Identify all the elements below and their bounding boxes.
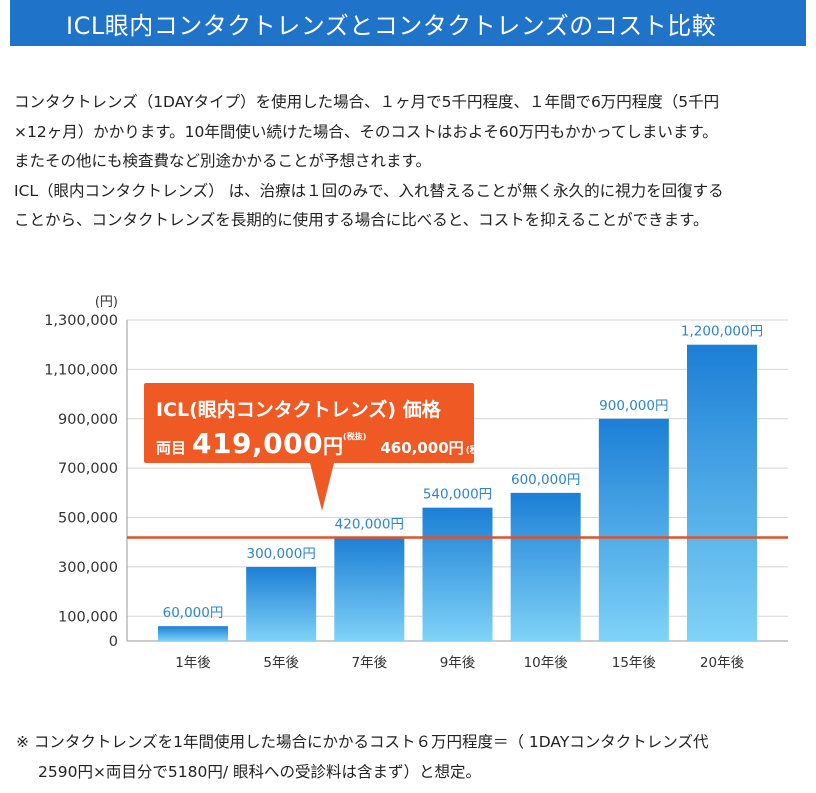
intro-line: またその他にも検査費など別途かかることが予想されます。 (14, 152, 431, 170)
intro-text: コンタクトレンズ（1DAYタイプ）を使用した場合、１ヶ月で5千円程度、１年間で6… (14, 88, 804, 236)
callout-title: ICL(眼内コンタクトレンズ) 価格 (156, 399, 441, 421)
page-header: ICL眼内コンタクトレンズとコンタクトレンズのコスト比較 (10, 0, 806, 46)
callout-price-row: 両目 419,000 円 (税抜) 460,000円 (税込) (156, 427, 492, 460)
bar (598, 418, 669, 641)
x-category-label: 7年後 (352, 655, 388, 671)
page-title: ICL眼内コンタクトレンズとコンタクトレンズのコスト比較 (66, 11, 717, 40)
bar (246, 566, 317, 641)
callout-pointer (310, 463, 334, 511)
y-tick-label: 1,300,000 (44, 313, 118, 329)
bar (510, 492, 581, 641)
y-tick-label: 0 (109, 634, 118, 650)
bar-value-label: 420,000円 (335, 516, 404, 532)
cost-chart: (円) 0 100,000 300,000 500,000 700,000 900,000 1… (0, 285, 816, 685)
footnote-line: ※ コンタクトレンズを1年間使用した場合にかかるコスト６万円程度＝（ 1DAYコ… (16, 733, 709, 751)
yen-unit: 円 (323, 434, 344, 458)
icl-price: 419,000 (192, 427, 324, 460)
icl-price-incl-tax: 460,000円 (380, 439, 464, 457)
cost-chart-svg: (円) 0 100,000 300,000 500,000 700,000 900,000 1… (44, 295, 788, 671)
bar-value-label: 1,200,000円 (681, 324, 763, 340)
intro-line: コンタクトレンズ（1DAYタイプ）を使用した場合、１ヶ月で5千円程度、１年間で6… (14, 93, 720, 111)
y-tick-label: 1,100,000 (44, 362, 118, 378)
intro-line: ×12ヶ月）かかります。10年間使い続けた場合、そのコストはおよそ60万円もかか… (14, 122, 718, 141)
footnote-line: 2590円×両目分で5180円/ 眼科への受診料は含まず）と想定。 (38, 763, 482, 781)
tax-excluded-label: (税抜) (343, 432, 367, 441)
both-eyes-label: 両目 (156, 439, 187, 457)
x-category-label: 5年後 (263, 655, 299, 671)
x-category-label: 15年後 (612, 655, 657, 671)
y-tick-label: 100,000 (58, 609, 118, 625)
y-tick-label: 300,000 (58, 560, 118, 576)
intro-line: ICL（眼内コンタクトレンズ） は、治療は１回のみで、入れ替えることが無く永久的… (14, 181, 724, 200)
y-tick-label: 500,000 (58, 511, 118, 527)
bar-value-label: 900,000円 (599, 398, 668, 414)
y-tick-label: 700,000 (58, 461, 118, 477)
x-category-label: 10年後 (524, 655, 569, 671)
bar (422, 507, 493, 641)
bar (334, 537, 405, 641)
bar-value-label: 300,000円 (247, 546, 316, 562)
bar (158, 626, 228, 641)
x-category-label: 20年後 (700, 655, 745, 671)
y-unit-label: (円) (95, 295, 118, 310)
x-category-label: 9年後 (440, 655, 476, 671)
bar-value-label: 60,000円 (163, 605, 224, 621)
tax-included-label: (税込) (465, 446, 492, 456)
y-tick-label: 900,000 (58, 412, 118, 428)
x-category-label: 1年後 (175, 655, 211, 671)
bar-value-label: 600,000円 (511, 472, 580, 488)
icl-price-callout: ICL(眼内コンタクトレンズ) 価格 両目 419,000 円 (税抜) 460… (144, 383, 492, 463)
bar-value-label: 540,000円 (423, 487, 492, 503)
footnote: ※ コンタクトレンズを1年間使用した場合にかかるコスト６万円程度＝（ 1DAYコ… (16, 727, 806, 787)
intro-line: ことから、コンタクトレンズを長期的に使用する場合に比べると、コストを抑えることが… (14, 211, 709, 229)
bar (687, 344, 757, 641)
